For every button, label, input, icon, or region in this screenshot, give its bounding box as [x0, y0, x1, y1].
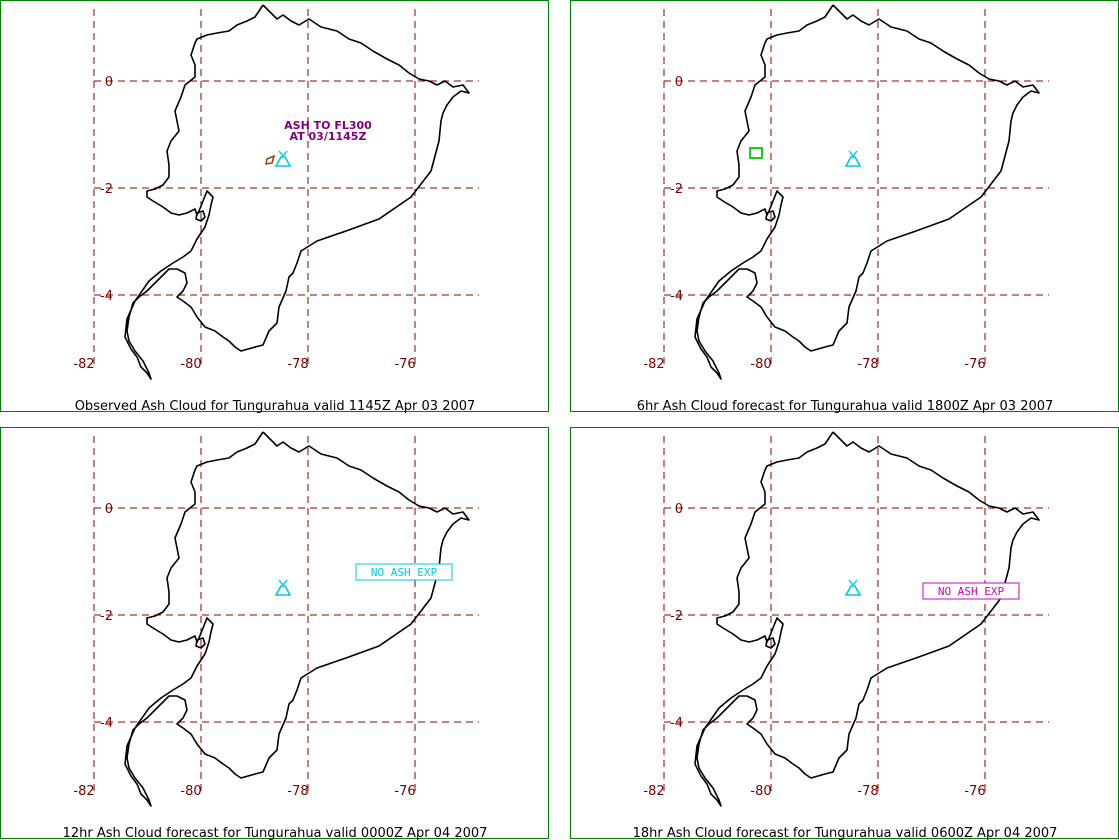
lon-tick-label: -76	[394, 357, 415, 372]
panel-6hr-forecast: -82 -80 -78 -76 0 -2 -4 6hr Ash Cloud forecast…	[570, 0, 1119, 413]
map-6hr: -82 -80 -78 -76 0 -2 -4 6hr Ash Cloud forecast…	[637, 4, 1054, 413]
no-ash-label: NO ASH EXP	[938, 585, 1005, 598]
lon-tick-label: -78	[857, 357, 878, 372]
ecuador-coastline	[124, 4, 470, 380]
volcano-icon	[274, 150, 292, 167]
no-ash-label: NO ASH EXP	[371, 566, 438, 579]
ecuador-coastline	[694, 4, 1040, 380]
lat-tick-label: -4	[670, 716, 683, 731]
lat-tick-label: -2	[670, 609, 683, 624]
lat-tick-label: -4	[100, 716, 113, 731]
lon-tick-label: -76	[964, 784, 985, 799]
lat-tick-label: -2	[100, 182, 113, 197]
map-18hr: -82 -80 -78 -76 0 -2 -4 NO ASH EXP 18hr Ash Cl…	[633, 431, 1058, 840]
volcano-icon	[844, 150, 862, 167]
lon-tick-label: -82	[643, 784, 664, 799]
puna-island	[195, 637, 206, 649]
lon-tick-label: -78	[287, 357, 308, 372]
lat-tick-label: -2	[100, 609, 113, 624]
observed-ash-cloud	[265, 154, 276, 165]
panel-caption: 18hr Ash Cloud forecast for Tungurahua v…	[633, 826, 1058, 840]
lat-tick-label: -2	[670, 182, 683, 197]
panel-caption: 6hr Ash Cloud forecast for Tungurahua va…	[637, 399, 1054, 413]
forecast-ash-cloud	[749, 147, 763, 159]
ecuador-coastline	[124, 431, 470, 807]
annotation-ash-time: AT 03/1145Z	[290, 130, 367, 143]
lon-tick-label: -82	[73, 357, 94, 372]
lon-tick-label: -80	[180, 357, 201, 372]
panel-caption: Observed Ash Cloud for Tungurahua valid …	[75, 399, 476, 413]
annotation-ash-level: ASH TO FL300	[284, 119, 372, 132]
lon-tick-label: -82	[643, 357, 664, 372]
lon-tick-label: -78	[857, 784, 878, 799]
no-ash-box	[355, 563, 453, 581]
volcano-icon	[844, 579, 862, 596]
lat-tick-label: 0	[105, 502, 113, 517]
map-12hr: -82 -80 -78 -76 0 -2 -4 NO ASH EXP 12hr Ash Cl…	[63, 431, 488, 840]
lon-tick-label: -80	[750, 784, 771, 799]
volcano-icon	[274, 579, 292, 596]
panel-12hr-forecast: -82 -80 -78 -76 0 -2 -4 NO ASH EXP 12hr Ash Cl…	[0, 427, 549, 840]
lat-tick-label: -4	[100, 289, 113, 304]
panel-observed: -82 -80 -78 -76 0 -2 -4 ASH TO FL300 AT 03/114…	[0, 0, 549, 413]
ecuador-coastline	[694, 431, 1040, 807]
lon-tick-label: -82	[73, 784, 94, 799]
lon-tick-label: -76	[964, 357, 985, 372]
puna-island	[195, 210, 206, 222]
lat-tick-label: 0	[675, 75, 683, 90]
panel-caption: 12hr Ash Cloud forecast for Tungurahua v…	[63, 826, 488, 840]
puna-island	[765, 210, 776, 222]
lat-tick-label: 0	[105, 75, 113, 90]
map-observed: -82 -80 -78 -76 0 -2 -4 ASH TO FL300 AT 03/114…	[73, 4, 479, 413]
no-ash-box	[922, 582, 1020, 600]
lon-tick-label: -80	[180, 784, 201, 799]
puna-island	[765, 637, 776, 649]
lat-tick-label: -4	[670, 289, 683, 304]
lon-tick-label: -80	[750, 357, 771, 372]
lon-tick-label: -76	[394, 784, 415, 799]
lon-tick-label: -78	[287, 784, 308, 799]
lat-tick-label: 0	[675, 502, 683, 517]
panel-18hr-forecast: -82 -80 -78 -76 0 -2 -4 NO ASH EXP 18hr Ash Cl…	[570, 427, 1119, 840]
